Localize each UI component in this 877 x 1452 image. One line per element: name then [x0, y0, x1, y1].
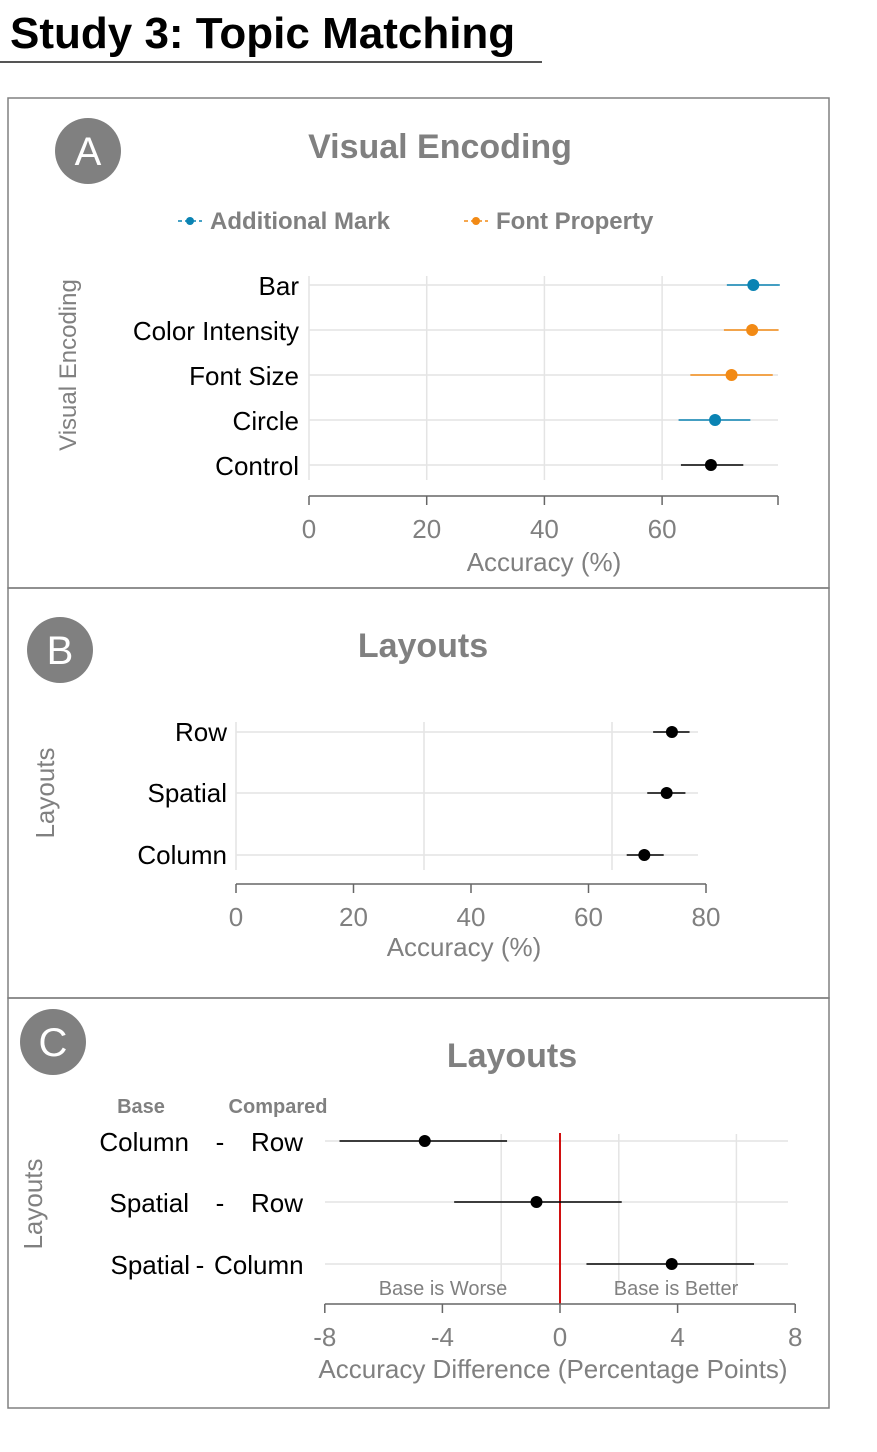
row-compared-label: Row: [251, 1188, 303, 1218]
legend-label-0: Additional Mark: [210, 208, 391, 235]
title-rule: [0, 61, 542, 63]
panel-c-xlabel: Accuracy Difference (Percentage Points): [318, 1354, 787, 1384]
point-0: [747, 279, 760, 291]
column-header-compared: Compared: [229, 1096, 328, 1118]
category-label: Color Intensity: [133, 316, 299, 346]
panel-a-badge-circle: [55, 118, 121, 184]
category-label: Row: [175, 717, 227, 747]
panel-c-x-tick-label: 4: [670, 1322, 684, 1352]
panel-c-ylabel: Layouts: [18, 1158, 48, 1249]
point-1: [746, 324, 759, 336]
point-2: [665, 1258, 678, 1270]
panel-b-x-tick-label: 60: [574, 902, 603, 932]
category-label: Bar: [259, 271, 300, 301]
panel-a-xlabel: Accuracy (%): [467, 547, 622, 577]
point-0: [418, 1135, 431, 1147]
panel-a-x-tick-label: 0: [302, 514, 316, 544]
row-base-label: Spatial: [110, 1188, 190, 1218]
panel-b-title: Layouts: [358, 627, 488, 665]
row-separator: -: [216, 1127, 225, 1157]
panel-b-badge-letter: B: [47, 629, 74, 673]
legend-label-1: Font Property: [496, 208, 654, 235]
legend-dot-1: [472, 217, 480, 225]
panel-c-x-tick-label: 8: [788, 1322, 802, 1352]
category-label: Spatial: [148, 778, 228, 808]
panel-c-badge-letter: C: [39, 1021, 68, 1065]
panel-c-badge-circle: [20, 1009, 86, 1075]
category-label: Control: [215, 451, 299, 481]
category-label: Circle: [233, 406, 299, 436]
row-compared-label: Row: [251, 1127, 303, 1157]
panel-c-frame: [7, 997, 830, 1409]
panel-a-title: Visual Encoding: [308, 128, 572, 166]
page-title: Study 3: Topic Matching: [10, 9, 516, 58]
row-separator: -: [196, 1250, 205, 1280]
point-2: [638, 849, 651, 861]
row-base-label: Column: [99, 1127, 189, 1157]
panel-a-ylabel: Visual Encoding: [55, 279, 82, 451]
category-label: Column: [137, 840, 227, 870]
legend-dot-0: [186, 217, 194, 225]
point-1: [530, 1196, 543, 1208]
point-1: [660, 787, 673, 799]
panel-c-title: Layouts: [447, 1037, 577, 1075]
column-header-base: Base: [117, 1096, 165, 1118]
panel-a-x-tick-label: 60: [648, 514, 677, 544]
panel-b-x-tick-label: 80: [692, 902, 721, 932]
panel-b-x-tick-label: 20: [339, 902, 368, 932]
point-4: [704, 459, 717, 471]
panel-b-ylabel: Layouts: [30, 747, 60, 838]
panel-b-xlabel: Accuracy (%): [387, 932, 542, 962]
panel-c-x-tick-label: -4: [431, 1322, 454, 1352]
panel-c-x-tick-label: 0: [553, 1322, 567, 1352]
panel-a-x-tick-label: 40: [530, 514, 559, 544]
row-separator: -: [216, 1188, 225, 1218]
point-3: [709, 414, 722, 426]
panel-b-x-tick-label: 40: [457, 902, 486, 932]
panel-b-badge-circle: [27, 617, 93, 683]
panel-a-badge-letter: A: [75, 130, 102, 174]
annotation-base-better: Base is Better: [614, 1278, 739, 1300]
point-2: [725, 369, 738, 381]
panel-c-x-tick-label: -8: [313, 1322, 336, 1352]
row-base-label: Spatial: [111, 1250, 191, 1280]
panel-b-x-tick-label: 0: [229, 902, 243, 932]
point-0: [665, 726, 678, 738]
annotation-base-worse: Base is Worse: [379, 1278, 508, 1300]
category-label: Font Size: [189, 361, 299, 391]
row-compared-label: Column: [214, 1250, 304, 1280]
panel-a-x-tick-label: 20: [412, 514, 441, 544]
